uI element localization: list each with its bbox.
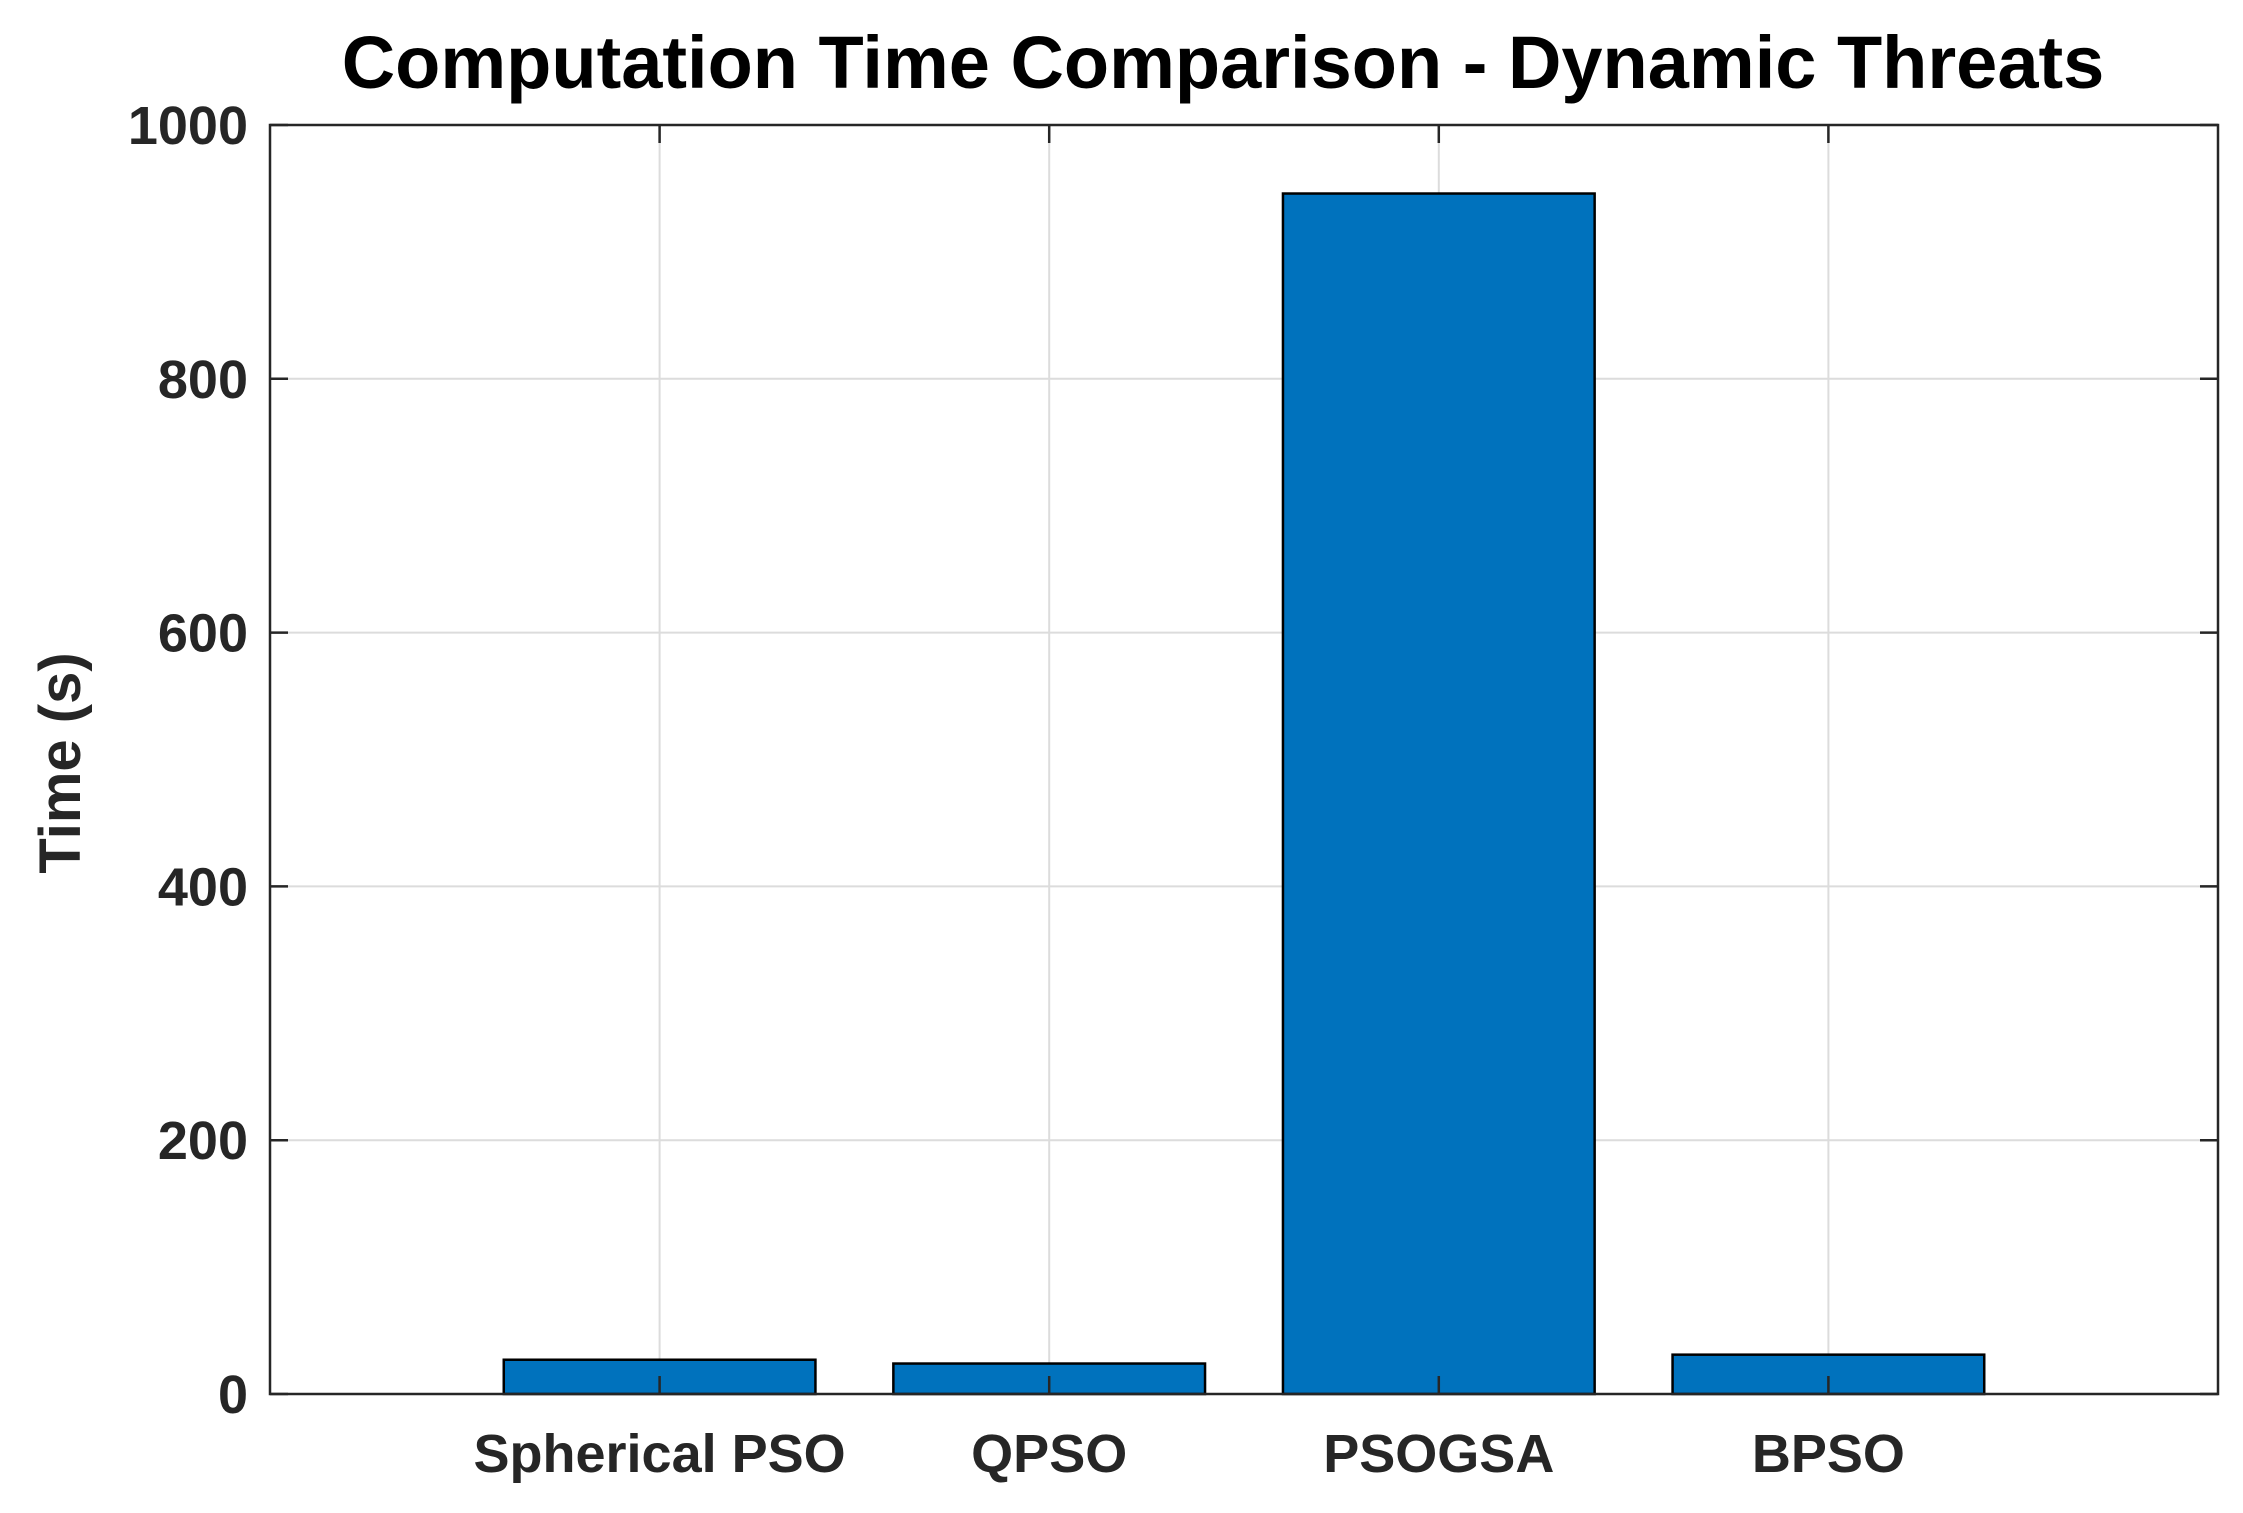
y-tick-label: 1000 — [128, 96, 248, 156]
x-tick-label: Spherical PSO — [474, 1424, 846, 1484]
y-tick-label: 600 — [158, 604, 248, 664]
y-tick-label: 400 — [158, 857, 248, 917]
axes-layer — [268, 123, 2220, 1396]
y-tick-label: 0 — [218, 1365, 248, 1425]
bar-psogsa — [1281, 192, 1596, 1396]
x-tick-label: BPSO — [1752, 1424, 1905, 1484]
y-tick-label: 800 — [158, 350, 248, 410]
y-axis-label: Time (s) — [28, 652, 93, 873]
x-tick-label: PSOGSA — [1323, 1424, 1554, 1484]
axes-box — [268, 123, 2220, 1396]
y-tick-label: 200 — [158, 1111, 248, 1171]
ticks-layer: 0 200 400 600 800 1000 Spherical PSO QPSO PSOGSA… — [128, 96, 2218, 1484]
chart-title: Computation Time Comparison - Dynamic Th… — [342, 21, 2105, 104]
x-tick-label: QPSO — [971, 1424, 1127, 1484]
